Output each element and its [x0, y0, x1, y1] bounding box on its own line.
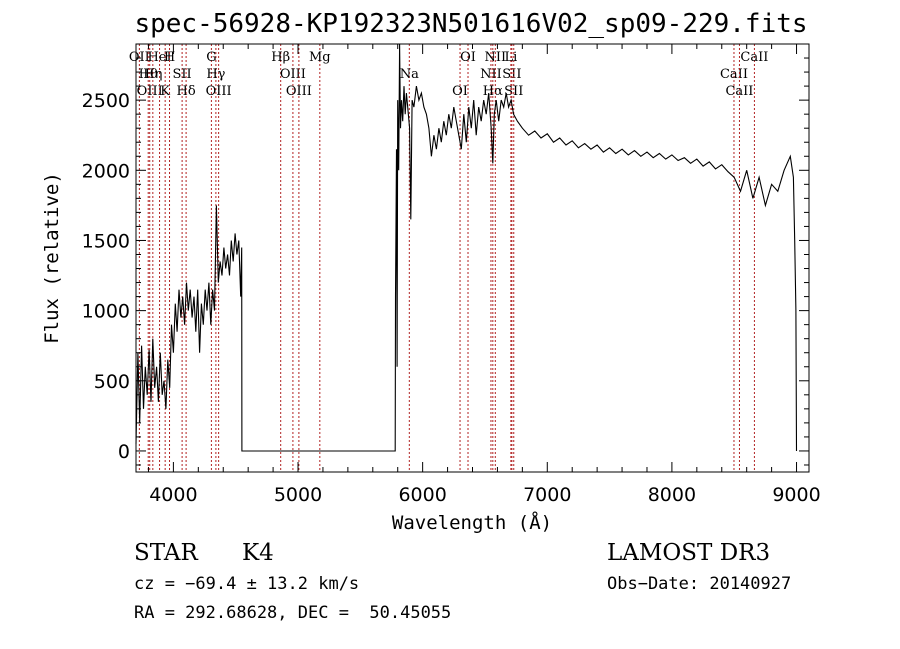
x-tick-label: 5000 [274, 484, 322, 506]
observation-date: Obs−Date: 20140927 [607, 574, 792, 594]
x-tick-label: 4000 [149, 484, 197, 506]
spectral-line-label: SII [504, 84, 523, 99]
spectral-line-label: SII [173, 67, 192, 82]
spectral-line-label: Hη [143, 67, 162, 82]
spectral-line-label: CaII [740, 50, 768, 65]
spectral-line-label: K [160, 84, 170, 99]
y-tick-label: 1500 [82, 230, 130, 252]
x-tick-label: 9000 [772, 484, 820, 506]
y-tick-label: 0 [118, 441, 130, 463]
object-class: STAR [134, 540, 198, 566]
spectral-line-label: Li [504, 50, 517, 65]
object-subclass: K4 [242, 540, 274, 566]
spectral-line-label: Hθ [139, 67, 158, 82]
spectral-line-label: H [164, 50, 175, 65]
spectral-line-label: NII [480, 67, 502, 82]
spectral-line-label: OII [129, 50, 150, 65]
flux-series-line [135, 43, 798, 452]
coordinates: RA = 292.68628, DEC = 50.45055 [134, 603, 452, 623]
spectral-line-label: Hα [483, 84, 503, 99]
spectral-line-label: OIII [137, 84, 163, 99]
x-tick-label: 8000 [648, 484, 696, 506]
spectral-line-label: CaII [720, 67, 748, 82]
x-axis-label: Wavelength (Å) [392, 511, 552, 534]
survey-name: LAMOST DR3 [607, 540, 771, 566]
spectral-line-label: OIII [280, 67, 306, 82]
y-tick-label: 500 [94, 371, 130, 393]
spectral-line-label: OI [460, 50, 476, 65]
y-tick-label: 2000 [82, 160, 130, 182]
x-tick-label: 7000 [523, 484, 571, 506]
y-tick-label: 1000 [82, 301, 130, 323]
chart-title: spec-56928-KP192323N501616V02_sp09-229.f… [134, 9, 807, 39]
spectral-line-label: CaII [725, 84, 753, 99]
spectral-line-label: NII [484, 50, 506, 65]
spectral-line-label: Hγ [206, 67, 225, 82]
y-tick-label: 2500 [82, 90, 130, 112]
y-axis-label: Flux (relative) [41, 172, 63, 344]
spectral-line-label: Hβ [271, 50, 290, 65]
spectral-line-label: OIII [206, 84, 232, 99]
spectral-line-label: G [206, 50, 216, 65]
redshift-velocity: cz = −69.4 ± 13.2 km/s [134, 574, 360, 594]
spectral-line-label: Mg [309, 50, 331, 65]
spectral-line-label: OI [452, 84, 468, 99]
spectral-line-label: SII [502, 67, 521, 82]
x-tick-label: 6000 [398, 484, 446, 506]
spectral-line-label: Na [400, 67, 419, 82]
spectral-line-label: OIII [286, 84, 312, 99]
spectral-line-label: Hδ [177, 84, 196, 99]
